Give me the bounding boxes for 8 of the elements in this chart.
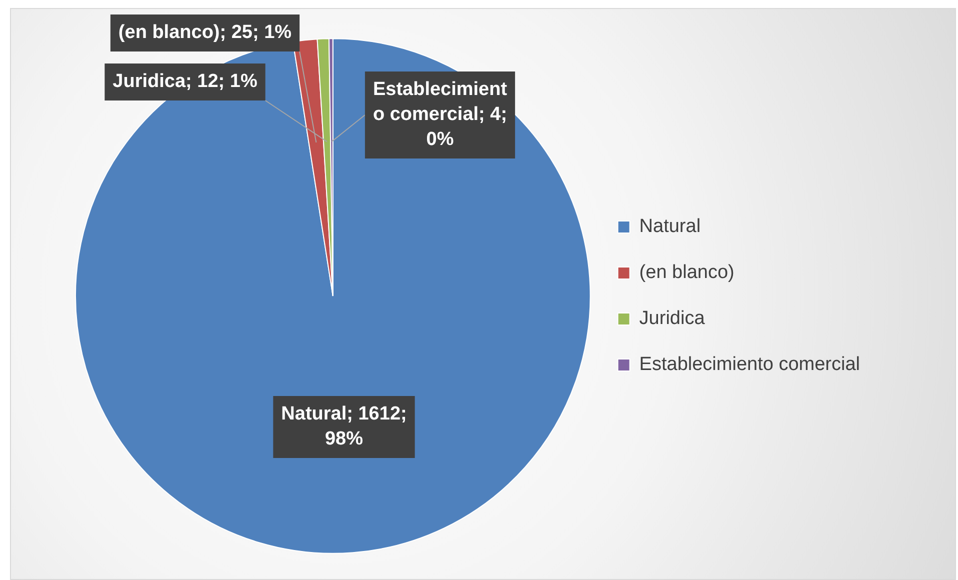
legend-label: Juridica [639, 308, 706, 330]
data-label: Establecimiento comercial; 4; 0% [372, 79, 508, 150]
data-label: Natural; 1612; 98% [281, 404, 407, 450]
legend-label: Establecimiento comercial [639, 354, 860, 376]
legend-label: (en blanco) [639, 262, 734, 284]
legend-label: Natural [639, 216, 701, 238]
data-label: Juridica; 12; 1% [112, 71, 258, 92]
data-label: (en blanco); 25; 1% [118, 22, 292, 44]
